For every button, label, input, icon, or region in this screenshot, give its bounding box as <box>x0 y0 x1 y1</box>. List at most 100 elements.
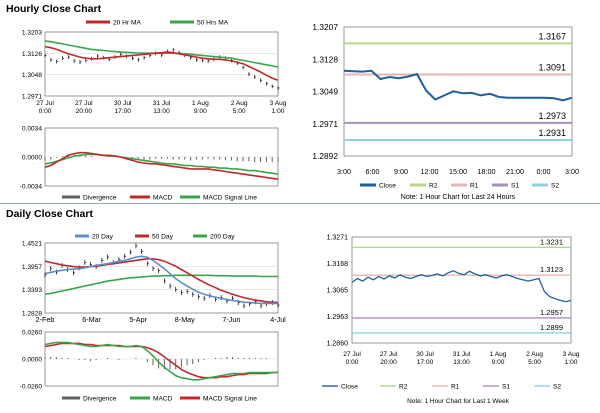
weekly-pivot-x-tick: 27 Jul <box>380 351 398 358</box>
weekly-pivot-x-tick: 27 Jul <box>343 351 361 358</box>
daily-price-y-tick: 1.3393 <box>22 287 43 294</box>
hourly-pivot-x-tick: 15:00 <box>449 167 467 176</box>
hourly-pivot-close-line <box>343 69 573 102</box>
hourly-pivot-note: Note: 1 Hour Chart for Last 24 Hours <box>401 194 516 201</box>
daily-price-x-tick: 4-Jul <box>270 315 286 324</box>
legend-hourly-macd-label: MACD <box>153 195 173 202</box>
daily-macd-y-tick: 0.0000 <box>22 357 43 364</box>
weekly-pivot-x-tick: 0:00 <box>346 359 359 366</box>
hourly-price-x-tick: 5:00 <box>233 108 246 115</box>
hourly-pivot-y-tick: 1.3128 <box>312 54 338 64</box>
legend-hourly-s2-label: S2 <box>551 183 559 190</box>
weekly-pivot-note: Note: 1 Hour Chart for Last 1 Week <box>407 398 510 405</box>
legend-50hrs-ma-label: 50 Hrs MA <box>197 20 229 27</box>
legend-hourly-r2-label: R2 <box>429 183 438 190</box>
legend-daily-macd-label: MACD <box>153 396 173 403</box>
weekly-pivot-y-tick: 1.2963 <box>327 314 349 321</box>
hourly-macd-y-tick: 0.0000 <box>22 155 43 162</box>
hourly-price-x-tick: 2 Aug <box>231 100 248 107</box>
daily-price-x-tick: 8-May <box>175 315 195 324</box>
hourly-pivot-y-tick: 1.3207 <box>312 22 338 32</box>
hourly-price-y-tick: 1.3203 <box>22 30 43 37</box>
legend-daily-divergence-label: Divergence <box>83 396 117 403</box>
weekly-pivot-r2-label: 1.3231 <box>540 237 563 246</box>
weekly-pivot-x-tick: 1 Aug <box>490 351 507 358</box>
legend-20hr-ma-label: 20 Hr MA <box>113 20 141 27</box>
weekly-pivot-s1-label: 1.2957 <box>540 308 563 317</box>
hourly-price-x-tick: 9:00 <box>194 108 207 115</box>
hourly-20hr-ma-line <box>44 45 279 82</box>
hourly-pivot-x-tick: 3:00 <box>337 167 351 176</box>
hourly-macd-y-tick: -0.0034 <box>20 184 43 191</box>
hourly-section-title: Hourly Close Chart <box>6 3 102 15</box>
hourly-macd-line <box>44 151 279 180</box>
hourly-pivot-y-tick: 1.3049 <box>312 87 338 97</box>
hourly-pivot-x-tick: 21:00 <box>506 167 524 176</box>
hourly-price-x-tick: 3 Aug <box>270 100 287 107</box>
weekly-pivot-s2-label: 1.2899 <box>540 323 563 332</box>
weekly-pivot-x-tick: 31 Jul <box>453 351 471 358</box>
hourly-pivot-s1-label: 1.2973 <box>538 111 566 121</box>
weekly-pivot-x-tick: 13:00 <box>453 359 470 366</box>
weekly-pivot-x-tick: 5:00 <box>528 359 541 366</box>
legend-weekly-r2-label: R2 <box>399 384 408 391</box>
hourly-macd-signal-line <box>44 153 279 175</box>
legend-hourly-r1-label: R1 <box>470 183 479 190</box>
legend-hourly-divergence-label: Divergence <box>83 195 117 202</box>
hourly-pivot-r1-label: 1.3091 <box>538 63 566 73</box>
hourly-pivot-x-tick: 18:00 <box>478 167 496 176</box>
weekly-pivot-plot <box>351 236 572 344</box>
weekly-pivot-x-tick: 17:00 <box>417 359 434 366</box>
daily-macd-y-tick: -0.0260 <box>20 384 43 391</box>
weekly-pivot-y-tick: 1.3065 <box>327 288 349 295</box>
hourly-price-plot <box>44 31 279 97</box>
hourly-pivot-x-tick: 3:00 <box>565 167 579 176</box>
weekly-pivot-x-tick: 3 Aug <box>563 351 580 358</box>
weekly-pivot-r1-label: 1.3123 <box>540 265 563 274</box>
legend-weekly-s2-label: S2 <box>553 384 561 391</box>
legend-weekly-s1-label: S1 <box>502 384 510 391</box>
daily-macd-signal-line <box>44 342 278 379</box>
hourly-price-y-tick: 1.3048 <box>22 72 43 79</box>
hourly-pivot-x-tick: 9:00 <box>394 167 408 176</box>
daily-price-y-tick: 1.3957 <box>22 264 43 271</box>
daily-macd-y-tick: 0.0260 <box>22 330 43 337</box>
hourly-price-x-tick: 0:00 <box>39 108 52 115</box>
daily-200day-line <box>44 274 278 296</box>
weekly-pivot-x-tick: 20:00 <box>380 359 397 366</box>
hourly-price-y-tick: 1.2971 <box>22 94 43 101</box>
daily-price-x-tick: 6-Mar <box>82 315 101 324</box>
daily-20day-line <box>44 255 278 305</box>
hourly-price-x-tick: 1:00 <box>272 108 285 115</box>
daily-price-x-tick: 7-Jun <box>222 315 240 324</box>
legend-50day-label: 50 Day <box>152 234 174 241</box>
legend-200day-label: 200 Day <box>210 234 235 241</box>
hourly-pivot-plot <box>343 26 573 157</box>
hourly-price-x-tick: 17:00 <box>114 108 131 115</box>
weekly-pivot-y-tick: 1.2860 <box>327 341 349 348</box>
section-divider <box>0 203 600 204</box>
hourly-price-x-tick: 13:00 <box>153 108 170 115</box>
daily-50day-line <box>44 258 279 304</box>
legend-hourly-macd-signal-label: MACD Signal Line <box>203 195 257 202</box>
hourly-price-x-tick: 20:00 <box>76 108 93 115</box>
weekly-pivot-x-tick: 2 Aug <box>526 351 543 358</box>
hourly-price-x-tick: 1 Aug <box>192 100 209 107</box>
hourly-pivot-r2-label: 1.3167 <box>538 31 566 41</box>
hourly-pivot-x-tick: 6:00 <box>366 167 380 176</box>
daily-price-plot <box>44 242 279 314</box>
hourly-macd-histogram <box>44 154 279 163</box>
hourly-price-x-tick: 31 Jul <box>153 100 171 107</box>
daily-section-title: Daily Close Chart <box>6 208 93 220</box>
daily-price-x-tick: 5-Apr <box>129 315 147 324</box>
weekly-pivot-x-tick: 30 Jul <box>416 351 434 358</box>
daily-price-x-tick: 2-Feb <box>36 315 55 324</box>
legend-hourly-close-label: Close <box>379 183 396 190</box>
daily-macd-histogram <box>44 356 268 370</box>
daily-price-y-tick: 1.4521 <box>22 241 43 248</box>
legend-20day-label: 20 Day <box>92 234 114 241</box>
hourly-pivot-x-tick: 12:00 <box>421 167 439 176</box>
legend-daily-macd-signal-label: MACD Signal Line <box>203 396 257 403</box>
weekly-pivot-close-line <box>351 270 572 303</box>
